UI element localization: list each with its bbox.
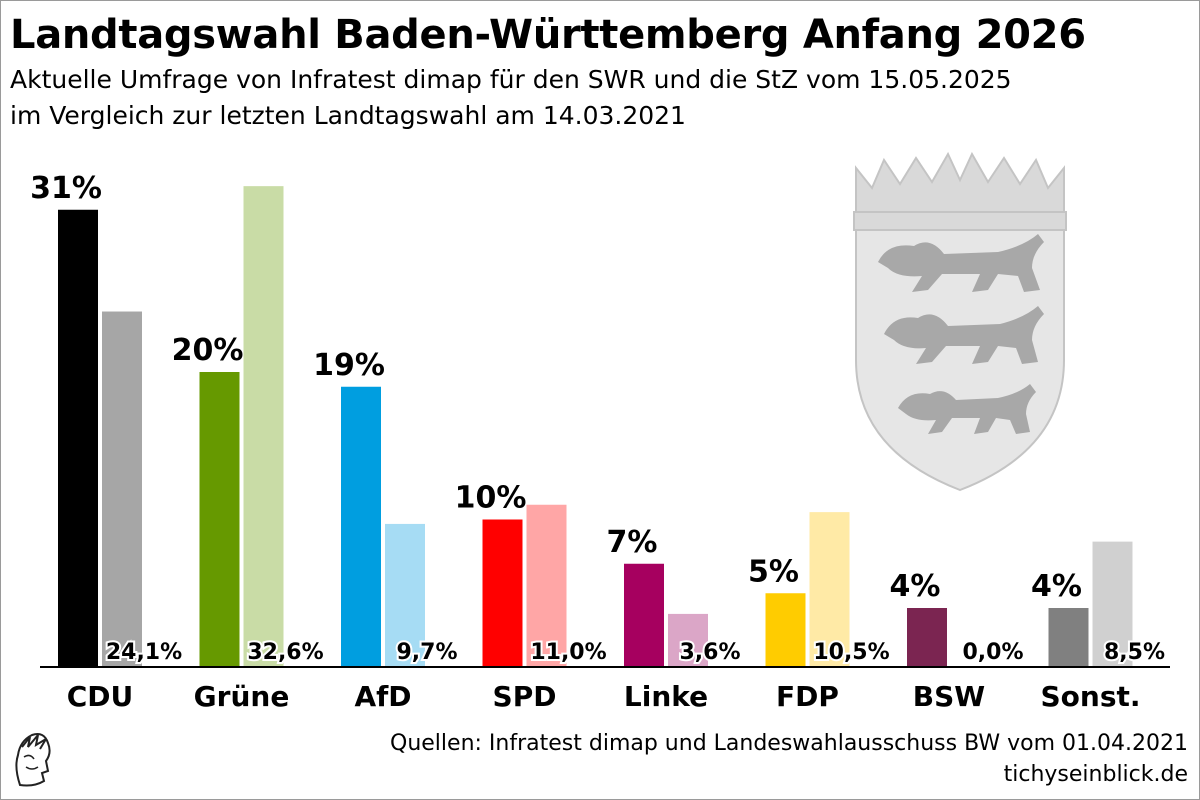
bar-poll-4: [624, 563, 664, 667]
poll-value-label-5: 5%: [748, 554, 799, 589]
bar-election-2021-0: [102, 311, 142, 667]
bar-poll-0: [58, 209, 98, 667]
website-link[interactable]: tichyseinblick.de: [1003, 762, 1188, 787]
poll-value-label-1: 20%: [172, 333, 244, 368]
bar-election-2021-1: [243, 186, 284, 667]
bar-poll-7: [1048, 608, 1089, 667]
chart-title: Landtagswahl Baden-Württemberg Anfang 20…: [10, 12, 1086, 58]
subtitle-line-1: Aktuelle Umfrage von Infratest dimap für…: [10, 65, 1012, 94]
poll-value-label-6: 4%: [890, 569, 941, 604]
category-label-4: Linke: [624, 680, 708, 713]
election-2021-value-label-1: 32,6%: [247, 640, 323, 665]
bar-election-2021-5: [809, 512, 850, 667]
bar-poll-2: [341, 386, 381, 667]
poll-value-label-0: 31%: [30, 171, 102, 206]
bar-poll-3: [482, 519, 523, 667]
election-2021-value-label-5: 10,5%: [813, 640, 889, 665]
category-label-0: CDU: [67, 680, 134, 713]
subtitle-line-2: im Vergleich zur letzten Landtagswahl am…: [10, 101, 686, 130]
category-label-7: Sonst.: [1040, 680, 1140, 713]
election-2021-value-label-6: 0,0%: [962, 640, 1023, 665]
election-2021-value-label-7: 8,5%: [1104, 640, 1165, 665]
bar-election-2021-2: [385, 523, 425, 667]
election-2021-value-label-4: 3,6%: [679, 640, 740, 665]
category-label-3: SPD: [493, 680, 557, 713]
poll-value-label-4: 7%: [607, 525, 658, 560]
election-2021-value-label-2: 9,7%: [396, 640, 457, 665]
poll-value-label-2: 19%: [313, 348, 385, 383]
bar-poll-5: [765, 593, 806, 667]
poll-value-label-3: 10%: [455, 481, 527, 516]
bar-poll-1: [199, 372, 240, 667]
election-2021-value-label-0: 24,1%: [106, 640, 182, 665]
baden-wuerttemberg-coat-of-arms-icon: [853, 151, 1067, 492]
election-2021-value-label-3: 11,0%: [530, 640, 606, 665]
tichys-einblick-head-logo-icon: [15, 733, 51, 787]
category-label-2: AfD: [354, 680, 411, 713]
category-label-5: FDP: [776, 680, 839, 713]
source-note: Quellen: Infratest dimap und Landeswahla…: [390, 731, 1188, 756]
bar-election-2021-3: [526, 504, 567, 667]
bar-poll-6: [907, 608, 947, 667]
category-label-6: BSW: [913, 680, 986, 713]
bar-election-2021-7: [1092, 541, 1133, 667]
chart-subtitle: Aktuelle Umfrage von Infratest dimap für…: [10, 62, 1012, 134]
poll-value-label-7: 4%: [1031, 569, 1082, 604]
bar-election-2021-4: [668, 613, 708, 667]
category-label-1: Grüne: [194, 680, 290, 713]
